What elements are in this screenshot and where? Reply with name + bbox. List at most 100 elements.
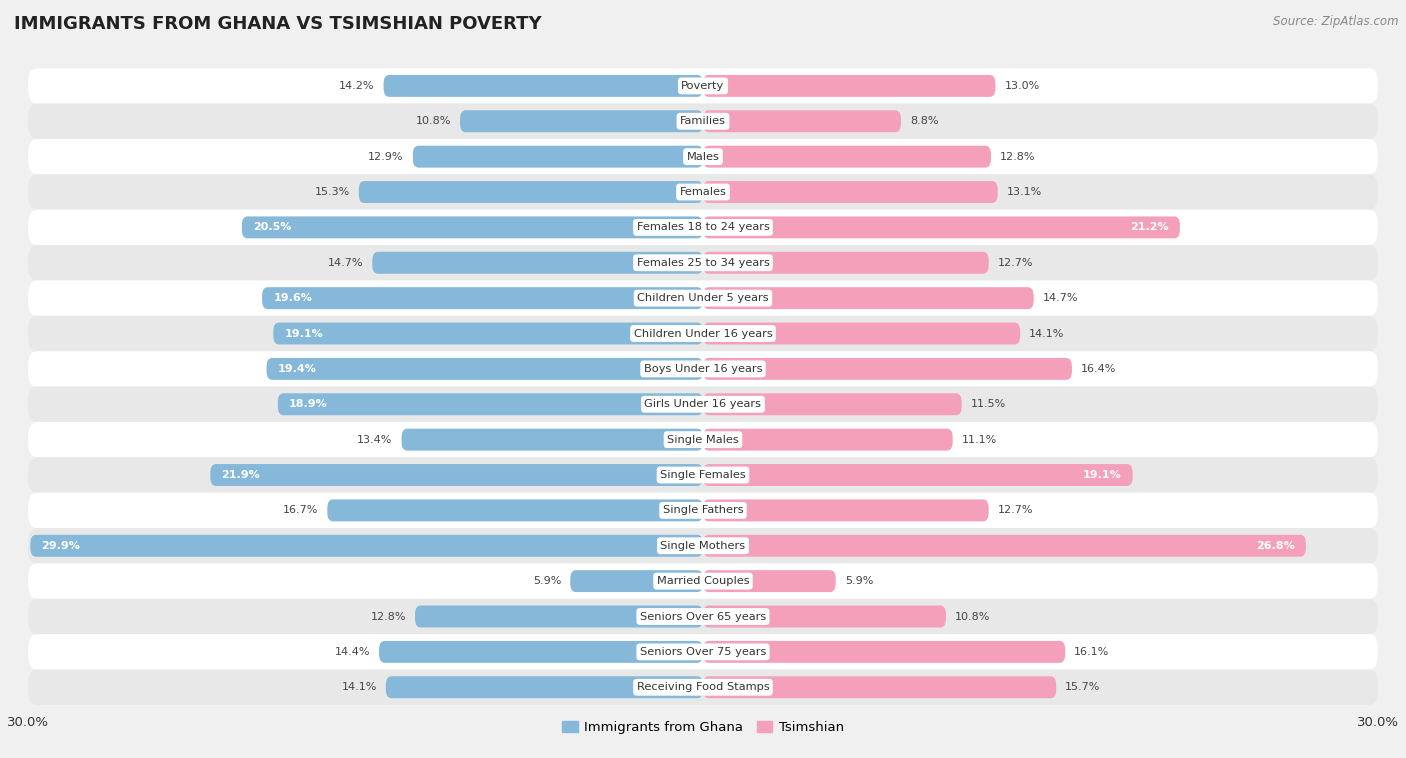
Text: 11.1%: 11.1% [962,434,997,445]
FancyBboxPatch shape [402,429,703,450]
Text: Females 25 to 34 years: Females 25 to 34 years [637,258,769,268]
Text: 19.1%: 19.1% [1083,470,1122,480]
Text: 16.7%: 16.7% [283,506,318,515]
Text: 13.0%: 13.0% [1004,81,1039,91]
FancyBboxPatch shape [415,606,703,628]
Text: 14.2%: 14.2% [339,81,374,91]
Text: Families: Families [681,116,725,127]
Text: Single Mothers: Single Mothers [661,540,745,551]
FancyBboxPatch shape [28,563,1378,599]
FancyBboxPatch shape [28,387,1378,422]
FancyBboxPatch shape [703,252,988,274]
FancyBboxPatch shape [28,280,1378,316]
Text: 19.1%: 19.1% [284,328,323,339]
Text: 12.9%: 12.9% [368,152,404,161]
Text: 14.7%: 14.7% [328,258,363,268]
Text: 16.4%: 16.4% [1081,364,1116,374]
FancyBboxPatch shape [385,676,703,698]
FancyBboxPatch shape [28,422,1378,457]
Text: 26.8%: 26.8% [1256,540,1295,551]
FancyBboxPatch shape [373,252,703,274]
FancyBboxPatch shape [703,606,946,628]
FancyBboxPatch shape [380,641,703,662]
FancyBboxPatch shape [28,351,1378,387]
FancyBboxPatch shape [703,181,998,203]
FancyBboxPatch shape [703,75,995,97]
FancyBboxPatch shape [703,358,1071,380]
FancyBboxPatch shape [28,669,1378,705]
FancyBboxPatch shape [28,104,1378,139]
FancyBboxPatch shape [262,287,703,309]
Text: 16.1%: 16.1% [1074,647,1109,657]
FancyBboxPatch shape [28,139,1378,174]
FancyBboxPatch shape [28,457,1378,493]
FancyBboxPatch shape [328,500,703,522]
Text: Children Under 5 years: Children Under 5 years [637,293,769,303]
FancyBboxPatch shape [703,217,1180,238]
FancyBboxPatch shape [571,570,703,592]
Text: 12.7%: 12.7% [998,258,1033,268]
Text: 5.9%: 5.9% [533,576,561,586]
Text: Seniors Over 75 years: Seniors Over 75 years [640,647,766,657]
Text: 18.9%: 18.9% [290,399,328,409]
FancyBboxPatch shape [28,493,1378,528]
FancyBboxPatch shape [242,217,703,238]
Text: 14.4%: 14.4% [335,647,370,657]
Text: 29.9%: 29.9% [42,540,80,551]
Text: 21.9%: 21.9% [222,470,260,480]
Text: Single Males: Single Males [666,434,740,445]
Text: Females 18 to 24 years: Females 18 to 24 years [637,222,769,233]
FancyBboxPatch shape [703,111,901,132]
Text: 12.8%: 12.8% [1000,152,1035,161]
FancyBboxPatch shape [703,429,953,450]
FancyBboxPatch shape [28,316,1378,351]
Legend: Immigrants from Ghana, Tsimshian: Immigrants from Ghana, Tsimshian [557,716,849,740]
Text: 10.8%: 10.8% [955,612,990,622]
Text: 12.7%: 12.7% [998,506,1033,515]
FancyBboxPatch shape [703,393,962,415]
Text: 13.1%: 13.1% [1007,187,1042,197]
Text: Boys Under 16 years: Boys Under 16 years [644,364,762,374]
FancyBboxPatch shape [384,75,703,97]
FancyBboxPatch shape [278,393,703,415]
Text: 5.9%: 5.9% [845,576,873,586]
Text: 13.4%: 13.4% [357,434,392,445]
FancyBboxPatch shape [28,174,1378,210]
FancyBboxPatch shape [703,464,1133,486]
Text: Children Under 16 years: Children Under 16 years [634,328,772,339]
FancyBboxPatch shape [703,146,991,168]
Text: Single Females: Single Females [661,470,745,480]
Text: 10.8%: 10.8% [416,116,451,127]
FancyBboxPatch shape [413,146,703,168]
FancyBboxPatch shape [703,323,1021,344]
FancyBboxPatch shape [211,464,703,486]
FancyBboxPatch shape [703,641,1066,662]
Text: 15.7%: 15.7% [1066,682,1101,692]
FancyBboxPatch shape [28,68,1378,104]
FancyBboxPatch shape [31,535,703,556]
FancyBboxPatch shape [703,676,1056,698]
Text: Girls Under 16 years: Girls Under 16 years [644,399,762,409]
Text: 8.8%: 8.8% [910,116,938,127]
Text: 12.8%: 12.8% [371,612,406,622]
Text: Females: Females [679,187,727,197]
Text: 19.6%: 19.6% [273,293,312,303]
Text: IMMIGRANTS FROM GHANA VS TSIMSHIAN POVERTY: IMMIGRANTS FROM GHANA VS TSIMSHIAN POVER… [14,15,541,33]
FancyBboxPatch shape [28,528,1378,563]
FancyBboxPatch shape [703,535,1306,556]
FancyBboxPatch shape [703,287,1033,309]
Text: 19.4%: 19.4% [278,364,316,374]
Text: Males: Males [686,152,720,161]
FancyBboxPatch shape [28,245,1378,280]
Text: Poverty: Poverty [682,81,724,91]
FancyBboxPatch shape [359,181,703,203]
Text: 11.5%: 11.5% [970,399,1005,409]
FancyBboxPatch shape [460,111,703,132]
FancyBboxPatch shape [28,634,1378,669]
Text: 14.1%: 14.1% [1029,328,1064,339]
FancyBboxPatch shape [28,599,1378,634]
FancyBboxPatch shape [273,323,703,344]
Text: 14.1%: 14.1% [342,682,377,692]
FancyBboxPatch shape [703,500,988,522]
Text: Seniors Over 65 years: Seniors Over 65 years [640,612,766,622]
